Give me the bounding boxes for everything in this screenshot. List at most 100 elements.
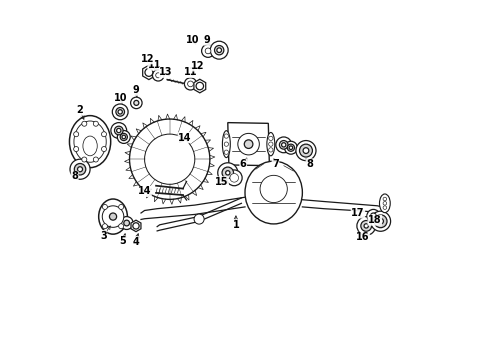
Circle shape [282, 143, 286, 147]
Ellipse shape [222, 131, 230, 158]
Circle shape [201, 44, 215, 57]
Ellipse shape [98, 199, 127, 234]
Text: 12: 12 [141, 54, 154, 64]
Circle shape [296, 140, 316, 161]
Circle shape [222, 167, 234, 179]
Circle shape [287, 144, 294, 151]
Circle shape [196, 82, 203, 90]
Circle shape [145, 134, 195, 184]
Text: 15: 15 [215, 177, 228, 187]
Circle shape [218, 163, 238, 183]
Circle shape [184, 78, 196, 90]
Circle shape [74, 147, 79, 152]
Text: 12: 12 [191, 61, 204, 71]
Circle shape [119, 204, 123, 210]
Circle shape [93, 157, 98, 162]
Circle shape [285, 141, 297, 154]
Circle shape [134, 100, 139, 105]
Circle shape [117, 129, 121, 133]
Polygon shape [143, 65, 155, 80]
Circle shape [131, 97, 142, 109]
Circle shape [117, 131, 130, 143]
Ellipse shape [74, 121, 106, 162]
Circle shape [383, 206, 387, 210]
Text: 16: 16 [356, 232, 369, 242]
Circle shape [74, 163, 86, 175]
Text: 6: 6 [240, 159, 246, 169]
Circle shape [378, 219, 383, 224]
Circle shape [109, 213, 117, 220]
Text: 2: 2 [76, 105, 83, 115]
Circle shape [120, 217, 133, 229]
Circle shape [224, 134, 228, 138]
Circle shape [370, 211, 391, 231]
Circle shape [224, 142, 228, 146]
Text: 8: 8 [71, 171, 78, 181]
Circle shape [367, 210, 380, 222]
Circle shape [238, 134, 259, 155]
Circle shape [361, 221, 371, 231]
Circle shape [245, 140, 253, 148]
Circle shape [70, 159, 90, 179]
Circle shape [364, 224, 368, 228]
Text: 8: 8 [306, 159, 313, 169]
Circle shape [383, 197, 387, 201]
Circle shape [230, 174, 239, 182]
Text: 10: 10 [114, 93, 127, 103]
Circle shape [260, 175, 287, 203]
Ellipse shape [83, 136, 97, 156]
Circle shape [269, 142, 273, 146]
Text: 7: 7 [272, 159, 279, 169]
Circle shape [279, 140, 288, 149]
Polygon shape [194, 79, 206, 93]
Circle shape [122, 135, 125, 139]
Circle shape [145, 68, 153, 76]
Circle shape [215, 45, 224, 55]
Circle shape [225, 171, 230, 175]
Text: 10: 10 [186, 35, 200, 45]
Polygon shape [131, 220, 141, 231]
Circle shape [370, 213, 376, 219]
Circle shape [194, 214, 204, 224]
Circle shape [101, 132, 106, 137]
Circle shape [269, 136, 273, 140]
Circle shape [289, 146, 293, 149]
Circle shape [357, 217, 375, 235]
Text: 4: 4 [132, 237, 139, 247]
Circle shape [115, 126, 123, 135]
Circle shape [112, 104, 128, 120]
Text: 14: 14 [138, 186, 151, 197]
Text: 3: 3 [100, 231, 107, 240]
Circle shape [77, 167, 82, 172]
Ellipse shape [245, 161, 302, 224]
Circle shape [102, 204, 107, 210]
Circle shape [299, 144, 313, 157]
Circle shape [217, 48, 221, 53]
Circle shape [82, 157, 87, 162]
Circle shape [152, 69, 164, 81]
Circle shape [374, 215, 387, 228]
Ellipse shape [267, 132, 275, 156]
Text: 14: 14 [178, 133, 192, 143]
Ellipse shape [379, 194, 390, 213]
Circle shape [101, 147, 106, 152]
Circle shape [102, 224, 107, 229]
Circle shape [383, 202, 387, 205]
Ellipse shape [70, 116, 111, 168]
Circle shape [111, 123, 126, 138]
Circle shape [129, 119, 210, 199]
Circle shape [269, 148, 273, 152]
Text: 11: 11 [184, 67, 197, 77]
Text: 9: 9 [204, 35, 211, 45]
Circle shape [133, 223, 139, 229]
Circle shape [120, 134, 127, 140]
Circle shape [116, 108, 124, 116]
Text: 18: 18 [368, 215, 382, 225]
Circle shape [210, 41, 228, 59]
Circle shape [224, 150, 228, 154]
Circle shape [303, 148, 309, 153]
Circle shape [119, 224, 123, 229]
Text: 5: 5 [120, 236, 126, 246]
Circle shape [205, 48, 211, 54]
Polygon shape [228, 123, 270, 166]
